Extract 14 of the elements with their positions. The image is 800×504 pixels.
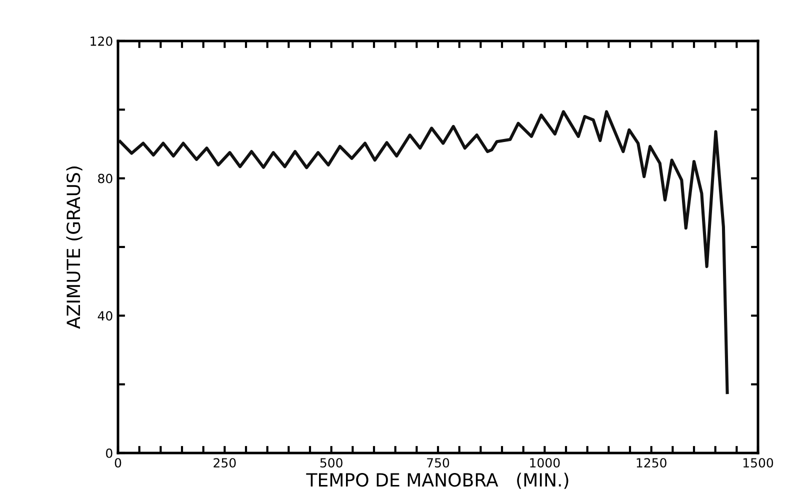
x-axis-title: TEMPO DE MANOBRA (MIN.) <box>306 472 568 489</box>
y-tick-label: 120 <box>90 36 112 46</box>
line-series <box>118 110 729 394</box>
y-tick-label: 80 <box>98 174 112 184</box>
x-tick-label: 0 <box>114 458 122 468</box>
y-tick-label: 40 <box>98 311 112 321</box>
x-tick-label: 1000 <box>530 458 560 468</box>
y-axis-title: AZIMUTE (GRAUS) <box>66 166 82 329</box>
x-tick-label: 250 <box>214 458 236 468</box>
y-tick-label: 0 <box>106 448 112 458</box>
x-tick-label: 750 <box>427 458 450 468</box>
x-tick-label: 1500 <box>743 458 774 468</box>
x-tick-label: 1250 <box>636 458 666 468</box>
x-tick-label: 500 <box>320 458 342 468</box>
